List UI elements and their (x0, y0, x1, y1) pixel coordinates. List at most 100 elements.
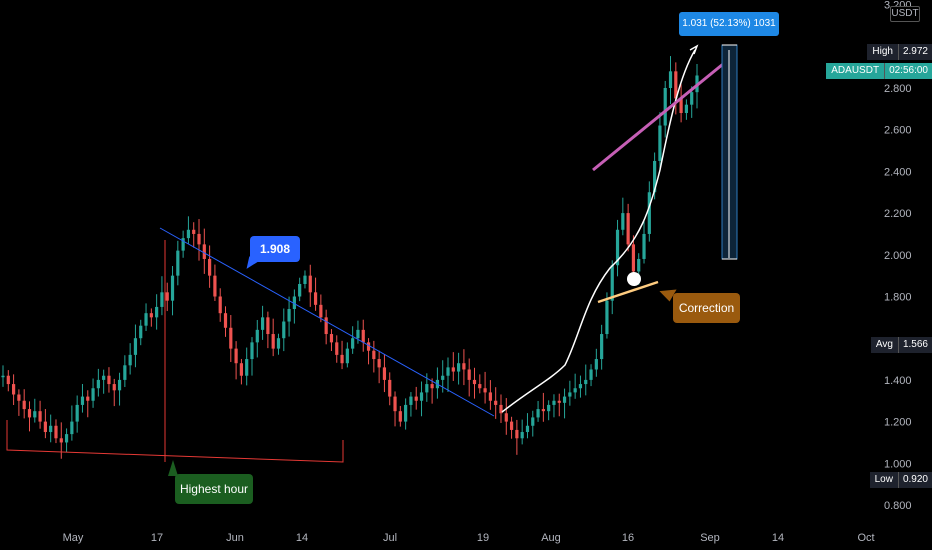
candle-body (594, 359, 598, 370)
uptrend-curve[interactable] (501, 49, 696, 413)
time-tick-label: 16 (622, 532, 634, 544)
price-axis[interactable] (880, 0, 932, 550)
price-tick-label: 0.800 (884, 500, 912, 512)
highest-hour-callout[interactable]: Highest hour (175, 474, 253, 504)
price-tick-label: 1.400 (884, 375, 912, 387)
candle-body (133, 338, 138, 355)
price-tick-label: 2.200 (884, 208, 912, 220)
candle-body (239, 363, 243, 376)
candle-body (388, 379, 392, 397)
candle-body (250, 342, 254, 360)
candle-body (568, 392, 572, 397)
candle-body (22, 400, 26, 410)
candle-body (144, 313, 148, 326)
time-tick-label: Oct (857, 532, 874, 544)
measure-label[interactable]: 1.031 (52.13%) 1031 (679, 12, 779, 36)
price-label-name: Avg (870, 337, 898, 354)
price-tick-label: 2.800 (884, 83, 912, 95)
candle-body (266, 317, 270, 335)
candle-body (404, 404, 408, 422)
candle-body (425, 384, 429, 393)
candle-body (621, 213, 625, 230)
candle-body (202, 244, 206, 259)
candle-body (213, 275, 217, 297)
candle-body (112, 384, 116, 391)
price-label-adausdt[interactable]: ADAUSDT 02:56:00 (826, 63, 932, 80)
candle-body (536, 409, 540, 418)
candle-body (49, 425, 53, 433)
candle-body (457, 363, 461, 372)
candle-body (38, 411, 42, 422)
candle-body (520, 432, 524, 439)
correction-callout[interactable]: Correction (673, 293, 740, 323)
correction-line[interactable] (597, 280, 659, 304)
candle-body (494, 400, 498, 405)
price-label-value: 1.566 (897, 337, 932, 354)
candle-body (356, 329, 360, 339)
price-label-name: Low (869, 471, 898, 488)
candle-body (361, 329, 365, 343)
currency-badge[interactable]: USDT (890, 6, 920, 22)
candle-body (75, 404, 79, 422)
price-axis-ticks: 3.200 2.800 2.600 2.400 2.200 2.000 1.800 1.400… (884, 0, 912, 512)
price-tick-label: 1.200 (884, 417, 912, 429)
support-bracket[interactable] (6, 420, 344, 463)
candle-body (504, 413, 508, 422)
candle-body (658, 125, 662, 161)
candle-body (584, 379, 588, 385)
resistance-line[interactable] (592, 58, 729, 172)
candle-body (393, 396, 397, 412)
candle-body (372, 350, 376, 360)
candle-body (637, 258, 641, 272)
candle-body (409, 396, 413, 405)
highest-hour-pointer (168, 460, 178, 476)
time-tick-label: 19 (477, 532, 489, 544)
candle-body (234, 348, 238, 364)
candle-body (313, 292, 318, 305)
candle-body (271, 334, 275, 349)
price-tick-label: 1.800 (884, 292, 912, 304)
callout-1908[interactable]: 1.908 (250, 236, 300, 262)
candle-body (351, 338, 355, 349)
candle-body (573, 388, 577, 393)
candle-body (1, 375, 5, 378)
candle-body (419, 392, 424, 401)
price-label-high[interactable]: High 2.972 (867, 44, 932, 61)
price-label-low[interactable]: Low 0.920 (869, 471, 932, 488)
candle-body (186, 229, 191, 239)
candle-body (446, 367, 450, 376)
candle-body (684, 104, 689, 114)
candle-body (303, 275, 307, 284)
downtrend-line[interactable] (159, 227, 495, 417)
candle-body (647, 192, 651, 234)
candle-body (276, 338, 281, 349)
candle-body (382, 367, 387, 380)
candle-body (674, 71, 678, 99)
candle-body (298, 283, 302, 297)
candle-body (160, 292, 164, 307)
candle-body (11, 384, 16, 395)
candle-body (292, 296, 296, 310)
candle-body (149, 313, 153, 318)
price-label-value: 0.920 (897, 471, 932, 488)
candle-body (6, 375, 10, 385)
candle-body (430, 384, 434, 389)
candle-body (366, 342, 371, 351)
candle-body (631, 244, 636, 272)
candle-body (123, 365, 127, 380)
candle-body (223, 313, 228, 328)
price-label-name: High (867, 44, 898, 61)
candle-body (509, 421, 514, 430)
price-tick-label: 2.400 (884, 166, 912, 178)
candle-body (139, 325, 143, 339)
candle-body (33, 411, 37, 418)
price-label-name: ADAUSDT (826, 63, 885, 80)
candle-body (64, 434, 69, 443)
time-tick-label: 14 (296, 532, 308, 544)
candle-body (615, 229, 620, 266)
time-tick-label: Jun (226, 532, 244, 544)
time-tick-label: 14 (772, 532, 784, 544)
candle-body (91, 388, 95, 401)
price-label-avg[interactable]: Avg 1.566 (870, 337, 932, 354)
